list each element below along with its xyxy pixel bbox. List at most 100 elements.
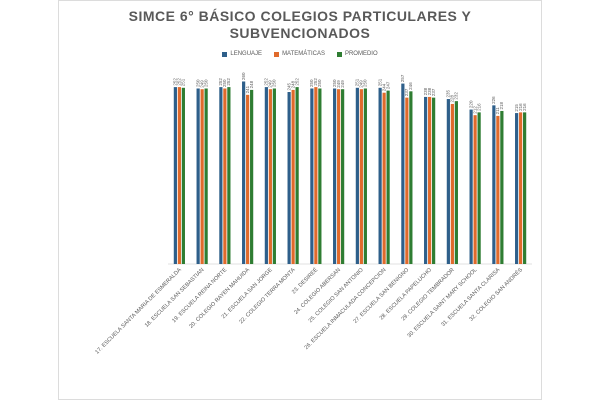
bar [200, 89, 204, 264]
bar [287, 92, 291, 264]
bar [219, 87, 223, 264]
bar [523, 112, 527, 265]
bar [310, 88, 314, 264]
data-label: 251 [181, 78, 186, 86]
data-label: 250 [332, 79, 337, 87]
bar [223, 88, 227, 264]
data-label: 249 [268, 80, 273, 88]
data-label: 237 [404, 88, 409, 96]
legend-label: MATEMÁTICAS [282, 51, 325, 57]
data-label: 250 [363, 79, 368, 87]
bar [477, 112, 481, 265]
data-label: 252 [264, 78, 269, 86]
category-label: 26. ESCUELA INMACULADA CONCEPCION [304, 267, 388, 351]
data-label: 237 [431, 88, 436, 96]
data-label: 235 [446, 90, 451, 98]
legend-label: PROMEDIO [344, 51, 378, 57]
bar [454, 101, 458, 264]
bar [469, 109, 473, 264]
chart-legend: LENGUAJE MATEMÁTICAS PROMEDIO [58, 51, 542, 57]
bar [446, 99, 450, 264]
bar [246, 94, 250, 264]
category-label: 17. ESCUELA SANTA MARIA DE ESMERALDA [94, 267, 183, 356]
bar [341, 89, 345, 264]
bar [428, 96, 432, 264]
data-label: 257 [400, 74, 405, 82]
bar [250, 89, 254, 265]
data-label: 216 [476, 103, 481, 111]
bar [378, 87, 382, 264]
bar [295, 87, 299, 264]
bar [242, 81, 246, 264]
bar [204, 88, 208, 264]
data-label: 252 [226, 78, 231, 86]
data-label: 252 [173, 78, 178, 86]
data-label: 220 [468, 100, 473, 108]
data-label: 250 [203, 79, 208, 87]
data-label: 216 [522, 103, 527, 111]
legend-item-1: MATEMÁTICAS [274, 51, 325, 57]
data-label: 252 [294, 78, 299, 86]
data-label: 249 [359, 80, 364, 88]
bar [177, 87, 181, 264]
bar [424, 96, 428, 264]
legend-swatch [336, 51, 342, 57]
data-label: 248 [249, 80, 254, 88]
bar [492, 105, 496, 264]
bar [432, 97, 436, 264]
bar [401, 83, 405, 264]
chart-title: SIMCE 6° BÁSICO COLEGIOS PARTICULARES Y … [128, 8, 472, 41]
data-label: 249 [199, 80, 204, 88]
data-label: 226 [491, 96, 496, 104]
data-label: 232 [454, 92, 459, 100]
data-label: 252 [218, 78, 223, 86]
data-label: 216 [518, 103, 523, 111]
bar [268, 89, 272, 264]
data-label: 244 [381, 83, 386, 91]
bar [386, 90, 390, 264]
data-label: 212 [472, 106, 477, 114]
data-label: 252 [313, 78, 318, 86]
bar [500, 110, 504, 265]
bar [291, 89, 295, 265]
bar [173, 87, 177, 264]
bar [519, 112, 523, 265]
data-label: 246 [408, 82, 413, 90]
data-label: 260 [241, 72, 246, 80]
data-label: 250 [309, 79, 314, 87]
bar [196, 88, 200, 264]
data-label: 247 [385, 81, 390, 89]
bar [355, 87, 359, 264]
data-label: 215 [514, 104, 519, 112]
data-label: 211 [495, 107, 500, 115]
data-label: 249 [340, 80, 345, 88]
chart-frame [58, 0, 542, 400]
data-label: 238 [427, 87, 432, 95]
category-label: 24. COLEGIO ABERSAN [293, 267, 342, 316]
bar [515, 113, 519, 264]
bar [314, 87, 318, 264]
data-label: 250 [272, 79, 277, 87]
legend-swatch [274, 51, 280, 57]
bar [496, 115, 500, 264]
data-label: 248 [290, 80, 295, 88]
data-label: 245 [286, 83, 291, 91]
bar [333, 88, 337, 264]
data-label: 249 [336, 80, 341, 88]
data-label: 250 [222, 79, 227, 87]
bar [181, 87, 185, 264]
bar [409, 91, 413, 264]
bar [473, 115, 477, 265]
bar [264, 87, 268, 264]
bar [272, 88, 276, 264]
bar [405, 97, 409, 264]
bar [450, 103, 454, 264]
bar [363, 88, 367, 264]
data-label: 252 [177, 78, 182, 86]
bar [359, 89, 363, 264]
data-label: 250 [195, 79, 200, 87]
data-label: 251 [355, 78, 360, 86]
legend-item-2: PROMEDIO [336, 51, 378, 57]
bar [227, 87, 231, 264]
data-label: 238 [423, 87, 428, 95]
